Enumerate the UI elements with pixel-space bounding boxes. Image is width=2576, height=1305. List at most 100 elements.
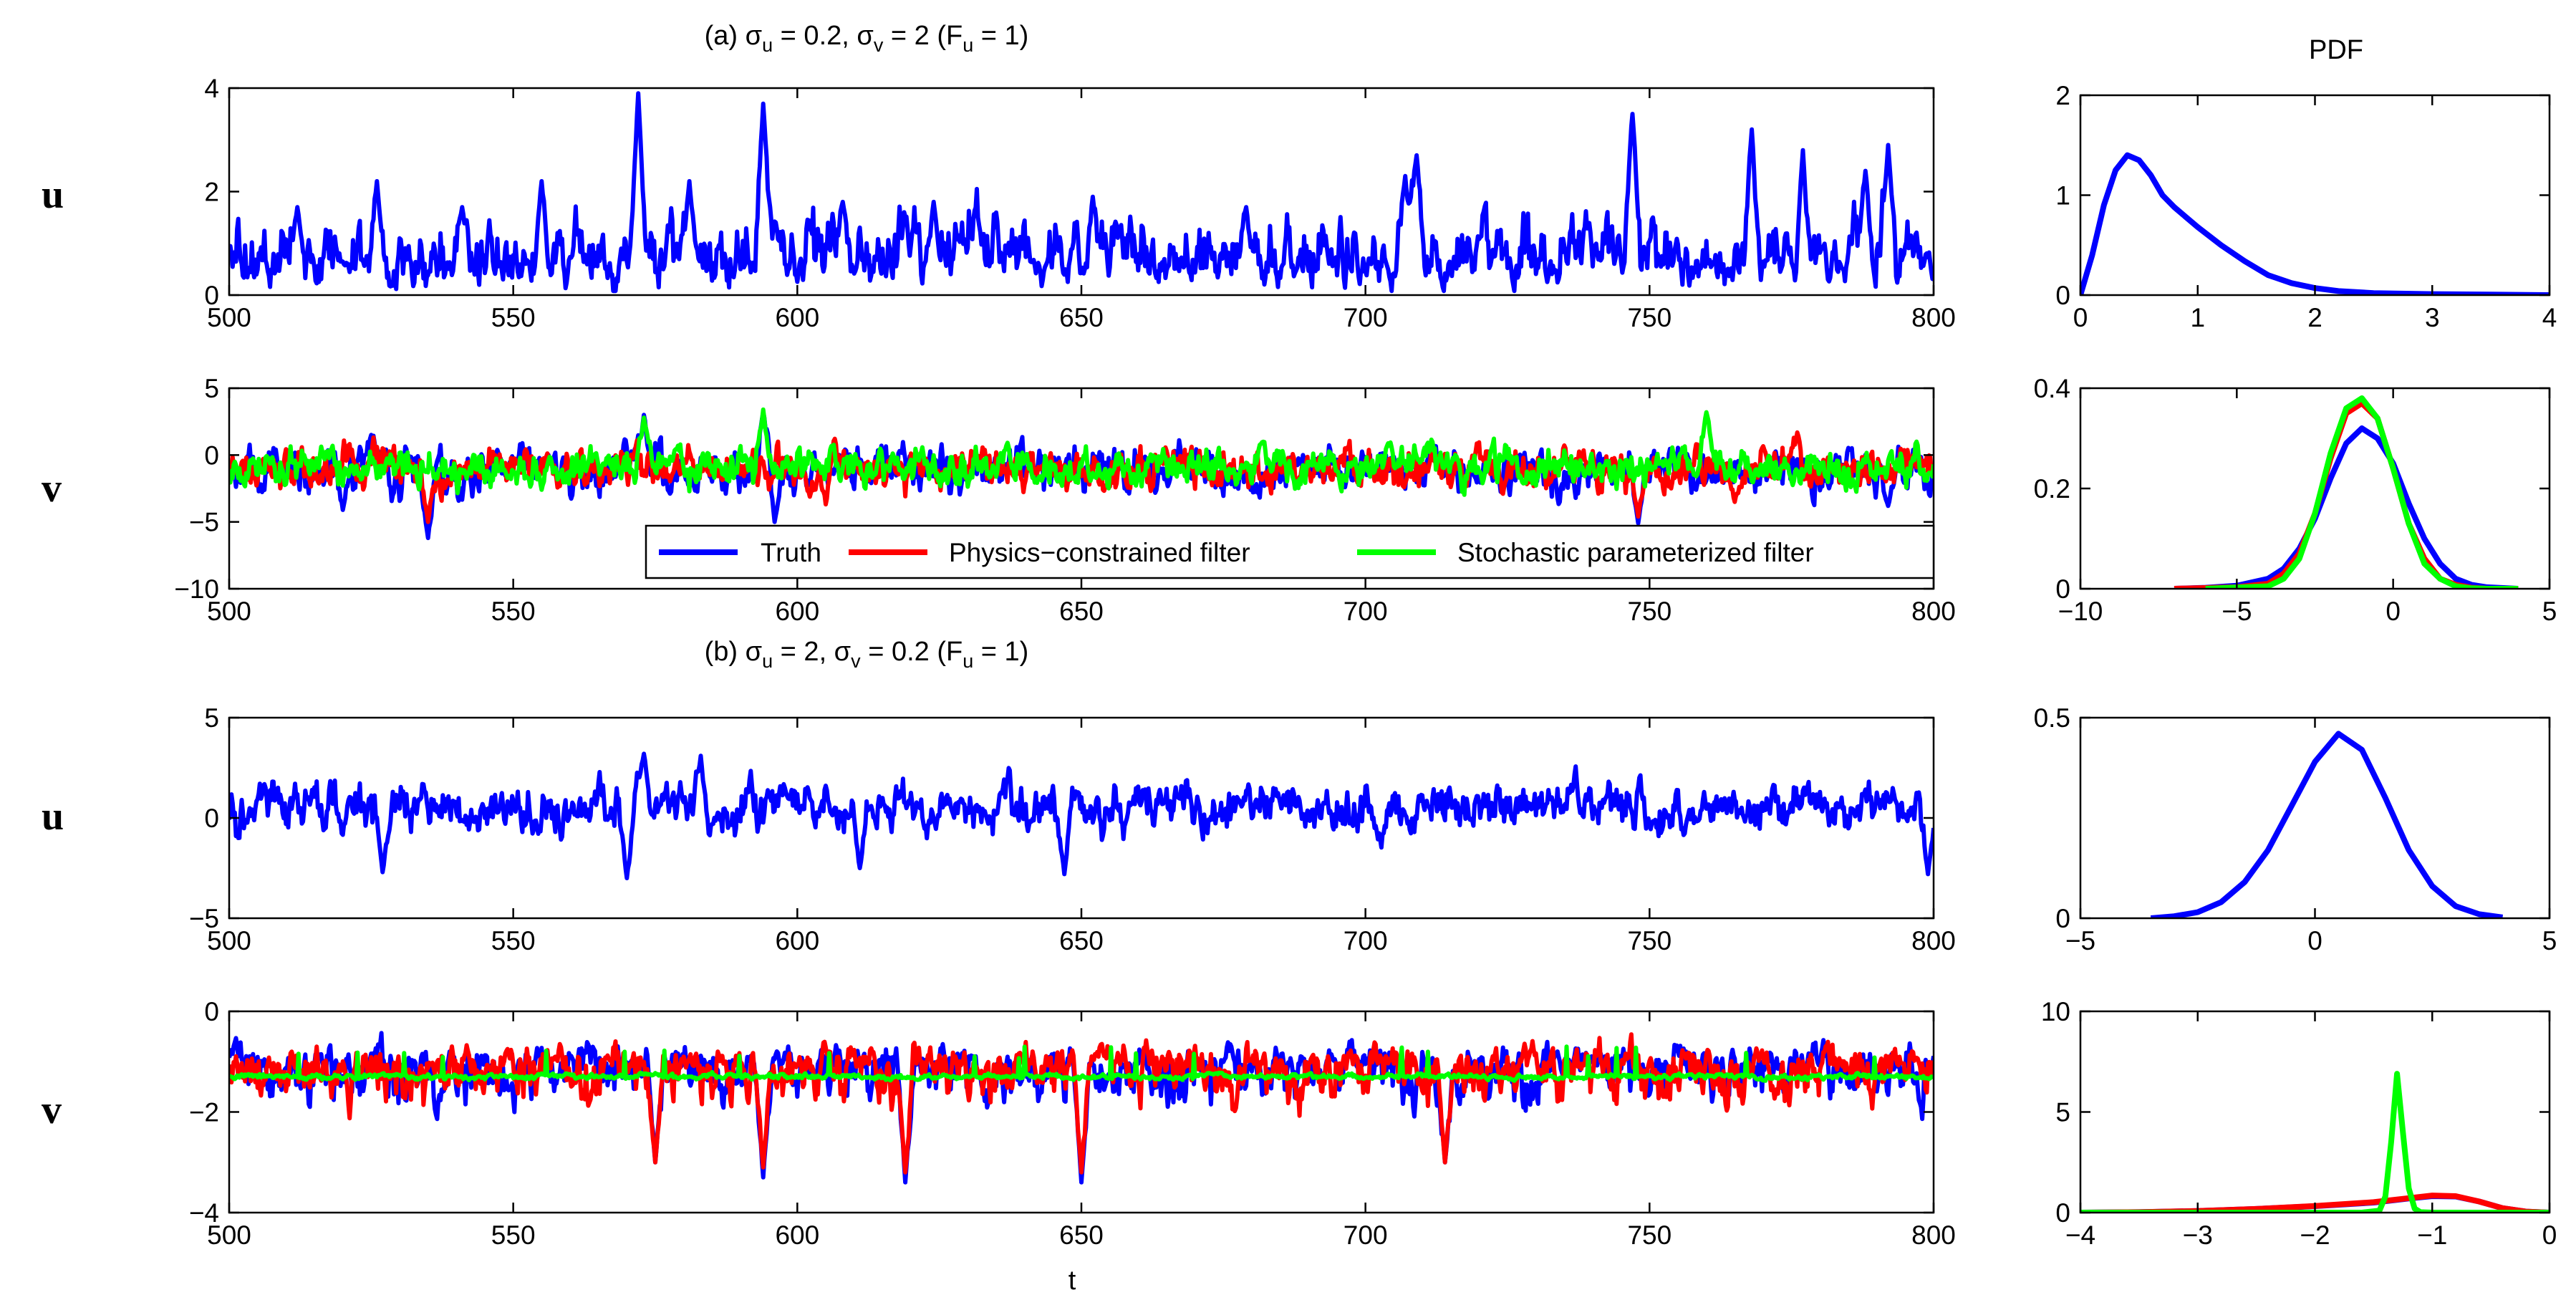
x-tick-label: −1 (2417, 1220, 2447, 1250)
axes-frame-a-v-pdf (2079, 387, 2551, 590)
x-tick-label: 600 (775, 926, 819, 955)
x-tick-label: 550 (491, 926, 536, 955)
y-tick-label: 0 (2055, 904, 2070, 933)
row-label-b-u: u (42, 794, 64, 839)
y-tick-label: −10 (174, 574, 219, 604)
x-tick-label: 750 (1627, 1220, 1671, 1250)
x-tick-label: 700 (1344, 303, 1388, 332)
axes-frame-a-u-pdf (2079, 94, 2551, 297)
y-tick-label: −2 (189, 1098, 219, 1127)
series-b-v-ts-stochastic (229, 1044, 1934, 1083)
x-tick-label: 700 (1344, 597, 1388, 626)
x-tick-label: 500 (207, 1220, 251, 1250)
legend: Truth Physics−constrained filter Stochas… (645, 524, 1935, 579)
y-tick-label: −5 (189, 508, 219, 537)
x-tick-label: 800 (1911, 303, 1956, 332)
x-tick-label: 600 (775, 303, 819, 332)
x-tick-label: 650 (1059, 597, 1104, 626)
x-tick-label: 550 (491, 1220, 536, 1250)
x-tick-label: 2 (2307, 303, 2322, 332)
series-a-v-pdf-truth (2174, 425, 2519, 589)
x-tick-label: 5 (2542, 597, 2557, 626)
y-tick-label: 4 (204, 74, 219, 103)
series-b-v-pdf-stochastic (2080, 1071, 2550, 1213)
y-tick-label: 0 (2055, 281, 2070, 310)
x-tick-label: 0 (2542, 1220, 2557, 1250)
row-label-b-v: v (42, 1088, 62, 1132)
series-b-u-pdf-truth (2150, 731, 2504, 918)
x-tick-label: 4 (2542, 303, 2557, 332)
x-tick-label: −5 (2222, 597, 2252, 626)
y-tick-label: 0 (2055, 1198, 2070, 1228)
x-tick-label: 0 (2386, 597, 2401, 626)
y-tick-label: 0 (204, 804, 219, 833)
series-b-v-ts-physics (229, 1032, 1934, 1175)
title-a: (a) σu = 0.2, σv = 2 (Fu = 1) (705, 21, 1029, 56)
title-b: (b) σu = 2, σv = 0.2 (Fu = 1) (705, 637, 1029, 672)
x-tick-label: 800 (1911, 597, 1956, 626)
x-tick-label: 0 (2073, 303, 2088, 332)
x-tick-label: 750 (1627, 926, 1671, 955)
pdf-title: PDF (2309, 35, 2363, 65)
y-tick-label: 0 (204, 281, 219, 310)
x-tick-label: 800 (1911, 926, 1956, 955)
panel-a-v-pdf: −10 −5 0 5 0 0.2 0.4 (2034, 374, 2557, 626)
x-tick-label: 650 (1059, 926, 1104, 955)
x-tick-label: −2 (2300, 1220, 2330, 1250)
legend-label-stochastic: Stochastic parameterized filter (1457, 538, 1814, 567)
x-tick-label: 600 (775, 597, 819, 626)
y-tick-label: 10 (2041, 997, 2070, 1026)
y-tick-label: 0.2 (2034, 474, 2070, 504)
panel-b-v-pdf: −4 −3 −2 −1 0 0 5 10 (2041, 997, 2557, 1250)
y-tick-label: 0 (204, 997, 219, 1026)
y-tick-label: −5 (189, 904, 219, 933)
series-a-u-ts-truth (229, 91, 1934, 294)
x-tick-label: 750 (1627, 597, 1671, 626)
panel-a-u-ts: 500 550 600 650 700 750 800 0 2 4 (204, 74, 1955, 332)
x-tick-label: 500 (207, 303, 251, 332)
y-tick-label: 2 (2055, 81, 2070, 110)
x-axis-label-t: t (1068, 1266, 1076, 1296)
y-tick-label: 1 (2055, 181, 2070, 211)
x-tick-label: 1 (2190, 303, 2205, 332)
x-tick-label: −4 (2065, 1220, 2095, 1250)
series-a-v-ts-stochastic (229, 407, 1934, 497)
y-tick-label: 5 (204, 374, 219, 403)
y-tick-label: 0 (204, 440, 219, 470)
panel-a-u-pdf: 0 1 2 3 4 0 1 2 (2055, 81, 2557, 332)
series-b-u-ts-truth (229, 751, 1934, 880)
x-tick-label: −10 (2058, 597, 2103, 626)
panel-b-u-ts: 500 550 600 650 700 750 800 −5 0 5 (189, 703, 1956, 955)
x-tick-label: 500 (207, 597, 251, 626)
y-tick-label: 0 (2055, 574, 2070, 604)
series-b-v-ts-truth (229, 1031, 1934, 1185)
legend-label-physics: Physics−constrained filter (949, 538, 1250, 567)
x-tick-label: 550 (491, 303, 536, 332)
panel-a-v-ts: 500 550 600 650 700 750 800 −10 −5 0 5 (174, 374, 1956, 626)
series-a-u-pdf-truth (2080, 152, 2550, 295)
panel-b-v-ts: 500 550 600 650 700 750 800 −4 −2 0 (189, 997, 1956, 1250)
x-tick-label: 700 (1344, 1220, 1388, 1250)
y-tick-label: 5 (2055, 1098, 2070, 1127)
x-tick-label: 600 (775, 1220, 819, 1250)
axes-frame-b-v-pdf (2079, 1010, 2551, 1214)
x-tick-label: 550 (491, 597, 536, 626)
row-label-a-v: v (42, 466, 62, 511)
axes-frame-b-u-pdf (2079, 716, 2551, 920)
y-tick-label: −4 (189, 1198, 219, 1228)
row-label-a-u: u (42, 173, 64, 217)
x-tick-label: 3 (2425, 303, 2440, 332)
y-tick-label: 2 (204, 178, 219, 207)
x-tick-label: −3 (2183, 1220, 2213, 1250)
x-tick-label: 750 (1627, 303, 1671, 332)
y-tick-label: 0.5 (2034, 703, 2070, 733)
x-tick-label: 650 (1059, 303, 1104, 332)
legend-label-truth: Truth (761, 538, 821, 567)
series-a-v-pdf-physics (2174, 400, 2519, 589)
y-tick-label: 5 (204, 703, 219, 733)
y-tick-label: 0.4 (2034, 374, 2070, 403)
x-tick-label: −5 (2065, 926, 2095, 955)
x-tick-label: 650 (1059, 1220, 1104, 1250)
x-tick-label: 0 (2307, 926, 2322, 955)
